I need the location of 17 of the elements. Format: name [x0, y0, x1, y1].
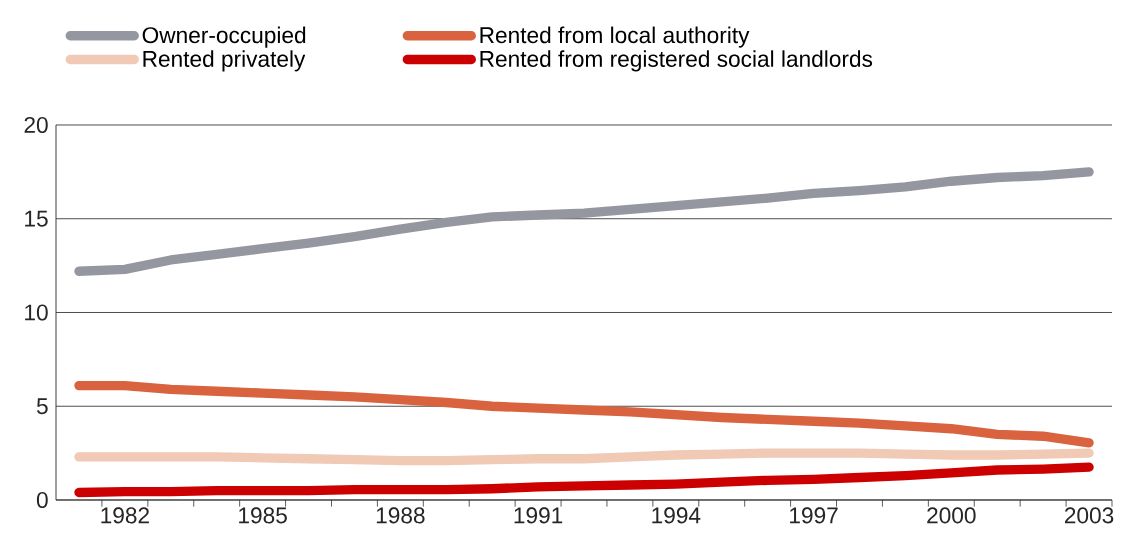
- x-tick-label: 1985: [239, 507, 287, 524]
- legend-label: Rented from registered social landlords: [480, 50, 873, 72]
- y-tick-label: 15: [25, 210, 48, 227]
- y-tick-label: 5: [36, 398, 48, 415]
- x-tick-label: 1991: [514, 507, 563, 524]
- x-tick-label: 2003: [1064, 507, 1114, 524]
- x-tick-label: 1997: [790, 507, 838, 524]
- legend-label: Owner-occupied: [142, 26, 306, 48]
- x-tick-label: 1994: [652, 507, 701, 524]
- legend-label: Rented privately: [143, 50, 306, 72]
- y-tick-label: 10: [25, 304, 48, 321]
- y-tick-label: 20: [24, 116, 48, 134]
- x-tick-label: 1988: [376, 507, 425, 524]
- legend-label: Rented from local authority: [480, 26, 750, 48]
- x-tick-label: 1982: [101, 507, 149, 524]
- y-tick-label: 0: [36, 491, 48, 509]
- x-tick-label: 2000: [927, 507, 976, 524]
